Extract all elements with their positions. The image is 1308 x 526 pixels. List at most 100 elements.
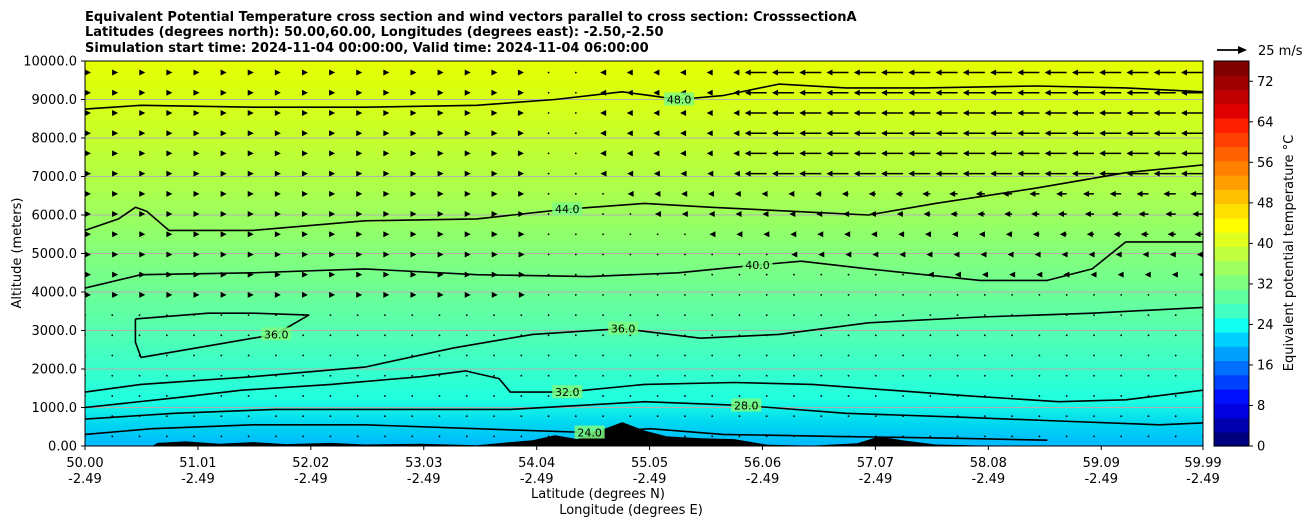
wind-vector-head	[220, 211, 227, 218]
wind-vector-dot	[602, 253, 604, 256]
wind-vector-head	[881, 150, 888, 157]
wind-vector-head	[220, 130, 227, 137]
wind-vector-head	[383, 89, 390, 96]
wind-vector-dot	[765, 395, 768, 397]
wind-vector-head	[437, 231, 444, 238]
wind-vector-dot	[629, 293, 632, 296]
wind-vector-dot	[220, 334, 223, 337]
wind-vector-head	[491, 291, 498, 298]
contour-label: 36.0	[264, 328, 289, 341]
wind-vector-head	[301, 190, 308, 197]
wind-vector-head	[491, 170, 498, 177]
wind-vector-dot	[547, 71, 550, 74]
wind-vector-head	[383, 190, 390, 197]
wind-vector-dot	[411, 374, 414, 377]
wind-vector-head	[166, 291, 173, 298]
wind-vector-head	[826, 89, 833, 96]
wind-vector-head	[247, 89, 254, 96]
wind-vector-head	[898, 231, 905, 238]
wind-vector-dot	[520, 314, 523, 316]
contour-label-bg	[574, 425, 605, 439]
wind-vector-dot	[629, 233, 632, 236]
wind-vector-head	[166, 251, 173, 258]
wind-vector-head	[85, 69, 91, 76]
wind-vector-dot	[1120, 334, 1123, 337]
wind-vector-head	[626, 130, 633, 137]
wind-vector-dot	[274, 415, 277, 418]
wind-vector-head	[247, 251, 254, 258]
wind-vector-dot	[602, 395, 604, 397]
wind-vector-head	[844, 231, 851, 238]
contour-label: 36.0	[611, 323, 636, 336]
wind-vector-head	[139, 89, 146, 96]
wind-vector-dot	[983, 415, 986, 418]
wind-vector-dot	[302, 395, 305, 397]
wind-vector-dot	[384, 314, 386, 316]
colorbar-tick-label: 72	[1257, 75, 1274, 90]
wind-vector-head	[329, 211, 336, 218]
wind-vector-dot	[438, 334, 441, 337]
colorbar-bin	[1214, 374, 1249, 390]
x-tick-label-lon: -2.49	[1084, 472, 1118, 487]
wind-vector-head	[744, 150, 751, 157]
y-tick-label: 7000.0	[32, 170, 78, 185]
plot-area: 48.0 44.0 40.0 36.0 36.0 32.0 28.0 24.0	[84, 60, 1204, 447]
wind-vector-head	[680, 130, 687, 137]
wind-vector-head	[437, 109, 444, 116]
wind-vector-head	[1126, 109, 1133, 116]
wind-vector-head	[220, 150, 227, 157]
wind-vector-head	[935, 69, 942, 76]
wind-vector-dot	[684, 314, 686, 316]
wind-vector-head	[1059, 231, 1066, 238]
wind-vector-head	[1004, 211, 1011, 218]
wind-vector-head	[1126, 89, 1133, 96]
wind-vector-head	[85, 211, 91, 218]
wind-vector-head	[491, 231, 498, 238]
wind-vector-dot	[1093, 293, 1095, 296]
wind-vector-dot	[438, 435, 441, 438]
wind-vector-dot	[574, 172, 577, 175]
wind-vector-dot	[302, 374, 305, 377]
wind-vector-head	[975, 190, 982, 197]
wind-vector-dot	[874, 374, 877, 377]
wind-vector-head	[935, 89, 942, 96]
wind-vector-head	[85, 109, 91, 116]
wind-vector-head	[935, 150, 942, 157]
wind-vector-dot	[983, 354, 986, 357]
wind-vector-dot	[684, 334, 686, 337]
wind-vector-dot	[765, 253, 768, 256]
wind-vector-head	[962, 130, 969, 137]
wind-vector-head	[653, 69, 660, 76]
wind-vector-dot	[602, 314, 604, 316]
wind-vector-dot	[302, 334, 305, 337]
wind-vector-head	[1071, 89, 1078, 96]
wind-vector-dot	[329, 314, 332, 316]
wind-vector-head	[1163, 190, 1170, 197]
wind-vector-head	[464, 69, 471, 76]
wind-vector-dot	[465, 354, 468, 357]
wind-vector-dot	[193, 354, 195, 357]
wind-vector-dot	[547, 293, 550, 296]
x-axis-label-longitude: Longitude (degrees E)	[559, 503, 703, 518]
wind-vector-head	[841, 190, 848, 197]
wind-vector-dot	[929, 374, 932, 377]
wind-vector-dot	[193, 435, 195, 438]
wind-vector-dot	[684, 253, 686, 256]
wind-vector-dot	[738, 354, 741, 357]
wind-vector-dot	[547, 213, 550, 215]
wind-vector-dot	[656, 374, 659, 377]
wind-vector-head	[139, 109, 146, 116]
wind-vector-dot	[111, 395, 114, 397]
wind-vector-head	[356, 211, 363, 218]
wind-vector-dot	[902, 374, 904, 377]
wind-vector-dot	[1065, 374, 1068, 377]
wind-vector-head	[626, 69, 633, 76]
wind-vector-dot	[820, 293, 823, 296]
wind-vector-dot	[302, 415, 305, 418]
wind-vector-head	[112, 231, 119, 238]
colorbar-tick-label: 32	[1257, 277, 1274, 292]
wind-vector-head	[1181, 69, 1187, 76]
wind-vector-head	[112, 291, 119, 298]
wind-vector-dot	[820, 273, 823, 276]
wind-vector-head	[1099, 69, 1106, 76]
